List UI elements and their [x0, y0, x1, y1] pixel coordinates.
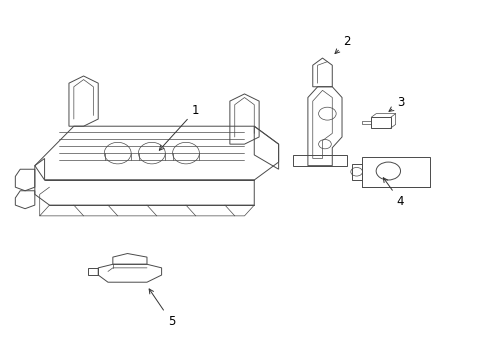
- Text: 1: 1: [159, 104, 199, 150]
- Text: 3: 3: [388, 96, 404, 111]
- Text: 2: 2: [334, 35, 350, 54]
- Text: 5: 5: [149, 289, 175, 328]
- Text: 4: 4: [383, 178, 404, 208]
